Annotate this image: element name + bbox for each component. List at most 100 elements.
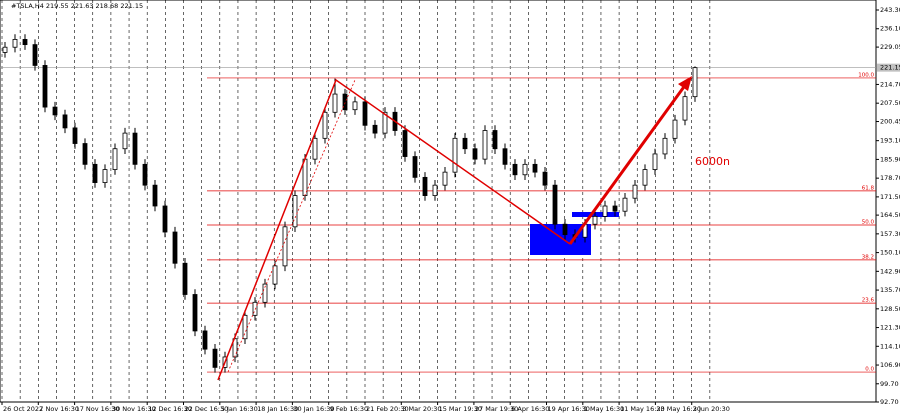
candle-body <box>272 265 278 285</box>
candle-body <box>312 137 318 160</box>
candle-body <box>532 163 538 173</box>
candle-body <box>412 156 418 178</box>
trend-dotted <box>227 79 356 373</box>
y-tick-label: 207.50 <box>880 99 900 107</box>
candle-body <box>442 171 448 186</box>
x-tick-label: 17 Nov 16:30 <box>76 405 120 413</box>
fib-label: 23.6 <box>862 298 875 304</box>
target-arrow <box>568 83 688 245</box>
x-tick-label: 21 Feb 20:30 <box>366 405 409 413</box>
x-tick-label: 23 May 16:30 <box>656 405 701 413</box>
x-tick-label: 30 Jan 16:30 <box>293 405 334 413</box>
candle-body <box>32 44 38 66</box>
candle-body <box>92 163 98 183</box>
candle-body <box>252 301 258 316</box>
y-tick-label: 236.10 <box>880 25 900 33</box>
candle-body <box>682 96 688 121</box>
fib-label: 100.0 <box>858 72 874 78</box>
y-tick-label: 150.10 <box>880 249 900 257</box>
y-tick-label: 243.30 <box>880 6 900 14</box>
y-tick-label: 164.50 <box>880 211 900 219</box>
y-tick-label: 142.90 <box>880 267 900 275</box>
candle-body <box>212 348 218 368</box>
candles <box>2 34 698 373</box>
x-tick-label: 5 Jan 16:30 <box>221 405 258 413</box>
candle-body <box>622 197 628 212</box>
candle-body <box>342 93 348 111</box>
grid <box>1 0 711 402</box>
chart-title: #TSLA,H4 219.55 221.63 218.68 221.15 <box>11 2 143 10</box>
candle-body <box>262 283 268 303</box>
candle-body <box>462 137 468 150</box>
annotation: 6000n <box>695 155 730 168</box>
candle-body <box>122 132 128 150</box>
x-tick-label: 11 May 16:30 <box>620 405 665 413</box>
candle-body <box>672 119 678 139</box>
candle-body <box>22 39 28 46</box>
candle-body <box>502 148 508 165</box>
y-tick-label: 185.90 <box>880 155 900 163</box>
x-tick-label: 26 Oct 2022 <box>3 405 43 413</box>
candle-body <box>592 216 598 225</box>
fib-label: 61.8 <box>862 185 875 191</box>
x-tick-label: 2 Jun 20:30 <box>693 405 730 413</box>
candle-body <box>522 163 528 176</box>
y-tick-label: 200.45 <box>880 118 900 126</box>
y-tick-label: 171.50 <box>880 193 900 201</box>
candle-body <box>632 184 638 199</box>
wave-line <box>217 78 571 381</box>
candle-body <box>142 163 148 186</box>
candle-body <box>662 137 668 155</box>
x-tick-label: 9 Feb 16:30 <box>330 405 369 413</box>
y-tick-label: 214.70 <box>880 80 900 88</box>
y-tick-label: 99.70 <box>880 380 899 388</box>
fib-label: 0.0 <box>865 367 874 373</box>
candle-body <box>422 176 428 196</box>
fib-label: 50.0 <box>862 219 875 225</box>
candle-body <box>202 330 208 350</box>
x-tick-label: 22 Dec 16:30 <box>185 405 229 413</box>
candle-body <box>12 39 18 48</box>
y-tick-label: 121.30 <box>880 324 900 332</box>
candle-body <box>652 153 658 170</box>
candle-body <box>452 137 458 173</box>
arrow-head <box>678 76 692 91</box>
x-tick-label: 18 Jan 16:30 <box>257 405 298 413</box>
candle-body <box>332 93 338 113</box>
x-tick-label: 12 Dec 16:30 <box>148 405 192 413</box>
fibonacci: 100.0 61.8 50.0 38.2 23.6 0.0 <box>0 67 876 373</box>
candle-body <box>472 148 478 160</box>
candle-body <box>362 101 368 126</box>
candle-body <box>282 226 288 267</box>
candle-body <box>152 184 158 207</box>
candle-body <box>172 231 178 264</box>
candle-body <box>102 169 108 183</box>
x-tick-label: 19 Apr 16:30 <box>548 405 590 413</box>
y-tick-label: 193.10 <box>880 137 900 145</box>
y-tick-label: 128.50 <box>880 305 900 313</box>
candle-body <box>542 171 548 186</box>
x-tick-label: 27 Mar 19:30 <box>475 405 518 413</box>
x-tick-label: 6 Apr 16:30 <box>511 405 549 413</box>
x-tick-label: 30 Nov 16:30 <box>112 405 156 413</box>
candle-body <box>82 143 88 165</box>
plot-frame <box>0 0 877 403</box>
last-price-box <box>877 63 900 72</box>
x-tick-label: 1 May 16:30 <box>584 405 624 413</box>
candle-body <box>2 46 8 53</box>
candle-body <box>482 130 488 160</box>
candle-body <box>132 132 138 165</box>
candle-body <box>402 130 408 157</box>
candle-body <box>42 65 48 108</box>
candle-body <box>512 163 518 176</box>
candle-body <box>382 111 388 134</box>
candle-body <box>552 184 558 225</box>
y-tick-label: 229.05 <box>880 43 900 51</box>
candle-body <box>182 262 188 295</box>
candle-body <box>642 169 648 186</box>
candle-body <box>72 127 78 144</box>
x-tick-label: 3 Mar 20:30 <box>402 405 441 413</box>
candle-body <box>52 106 58 116</box>
x-tick-label: 7 Nov 16:30 <box>39 405 79 413</box>
